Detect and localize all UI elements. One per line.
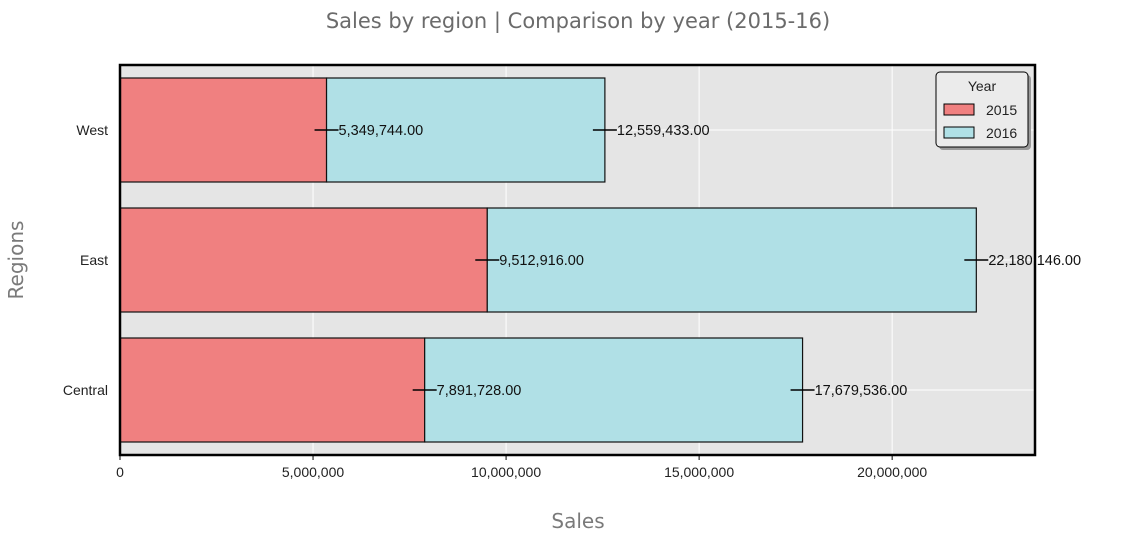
value-label-2015-east: 9,512,916.00 xyxy=(499,253,584,269)
plot-frame xyxy=(118,63,1037,457)
x-tick-label: 5,000,000 xyxy=(282,464,344,480)
bar-2016-east xyxy=(486,207,977,313)
legend: Year 2015 2016 xyxy=(935,71,1031,150)
bar-2016-west xyxy=(325,77,606,183)
legend-swatch-2016 xyxy=(943,126,975,139)
y-axis-label: Regions xyxy=(4,221,28,300)
y-tick-label-west: West xyxy=(76,122,108,138)
x-axis-label: Sales xyxy=(551,509,604,533)
legend-swatch-2015 xyxy=(943,103,975,116)
y-tick-label-east: East xyxy=(80,252,108,268)
bar-2015-east xyxy=(119,207,488,313)
value-label-2016-west: 12,559,433.00 xyxy=(617,123,710,139)
x-tick-label: 0 xyxy=(116,464,124,480)
chart-title: Sales by region | Comparison by year (20… xyxy=(326,9,830,34)
x-tick-label: 15,000,000 xyxy=(664,464,734,480)
legend-title: Year xyxy=(968,78,997,94)
value-label-2015-west: 5,349,744.00 xyxy=(339,123,424,139)
bar-2016-central xyxy=(424,337,804,443)
plot-area: 5,349,744.00 12,559,433.00 West 9,512,916.0… xyxy=(63,63,1081,480)
value-label-2015-central: 7,891,728.00 xyxy=(437,383,522,399)
x-tick-label: 10,000,000 xyxy=(471,464,541,480)
value-label-2016-central: 17,679,536.00 xyxy=(815,383,908,399)
bar-2015-central xyxy=(119,337,426,443)
bar-2015-west xyxy=(119,77,328,183)
legend-label-2015: 2015 xyxy=(986,102,1017,118)
y-tick-label-central: Central xyxy=(63,382,108,398)
legend-label-2016: 2016 xyxy=(986,125,1017,141)
x-tick-label: 20,000,000 xyxy=(857,464,927,480)
